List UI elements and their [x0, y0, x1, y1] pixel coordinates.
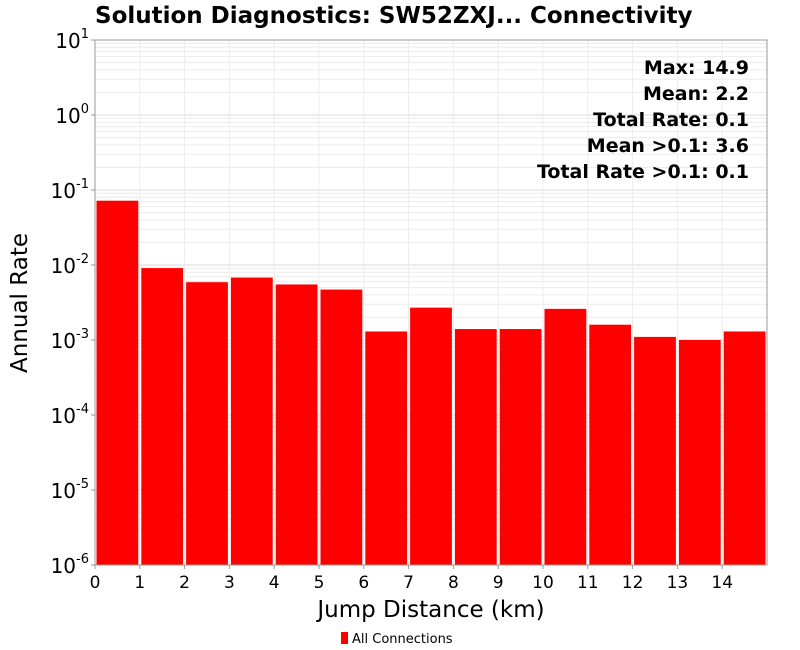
bar-1 — [141, 268, 184, 565]
x-tick-label: 6 — [358, 573, 369, 593]
bar-8 — [454, 329, 497, 565]
x-tick-label: 7 — [403, 573, 414, 593]
x-tick-label: 0 — [90, 573, 101, 593]
plot-frame — [94, 39, 768, 566]
stat-line: Total Rate: 0.1 — [593, 109, 749, 131]
bar-3 — [230, 277, 273, 565]
legend-swatch — [341, 632, 348, 644]
bars — [96, 200, 766, 565]
x-tick-label: 1 — [134, 573, 145, 593]
x-tick-label: 12 — [622, 573, 644, 593]
x-tick-label: 5 — [314, 573, 325, 593]
y-tick-label: 10-1 — [51, 177, 89, 203]
x-axis-ticks: 0 1 2 3 4 5 6 7 8 9 10 11 12 13 14 — [90, 565, 733, 593]
bar-6 — [365, 331, 408, 565]
x-tick-label: 14 — [711, 573, 733, 593]
x-tick-label: 3 — [224, 573, 235, 593]
chart-title: Solution Diagnostics: SW52ZXJ... Connect… — [95, 3, 692, 29]
bar-14 — [723, 331, 766, 565]
y-tick-label: 100 — [55, 102, 89, 128]
x-axis-label: Jump Distance (km) — [315, 597, 544, 623]
legend: All Connections — [341, 632, 453, 647]
stat-line: Max: 14.9 — [644, 57, 749, 79]
x-tick-label: 9 — [493, 573, 504, 593]
y-tick-label: 10-4 — [51, 402, 89, 428]
x-tick-label: 13 — [667, 573, 689, 593]
bar-12 — [634, 336, 676, 565]
bar-2 — [186, 282, 228, 565]
bar-11 — [589, 324, 632, 565]
legend-label: All Connections — [352, 632, 453, 647]
bar-4 — [275, 284, 318, 565]
stats-annotation: Max: 14.9 Mean: 2.2 Total Rate: 0.1 Mean >0… — [537, 57, 749, 183]
y-axis-label: Annual Rate — [7, 233, 33, 373]
y-tick-label: 10-5 — [51, 477, 89, 503]
stat-line: Mean >0.1: 3.6 — [587, 135, 749, 157]
y-tick-label: 10-6 — [51, 552, 89, 578]
x-tick-label: 8 — [448, 573, 459, 593]
stat-line: Mean: 2.2 — [643, 83, 749, 105]
bar-9 — [499, 329, 542, 565]
y-tick-label: 10-3 — [51, 327, 89, 353]
y-tick-label: 10-2 — [51, 252, 89, 278]
y-tick-label: 101 — [55, 27, 89, 53]
x-tick-label: 11 — [577, 573, 599, 593]
bar-5 — [320, 289, 363, 565]
stat-line: Total Rate >0.1: 0.1 — [537, 161, 749, 183]
bar-7 — [410, 307, 452, 565]
bar-0 — [96, 200, 139, 565]
bar-13 — [678, 340, 721, 565]
bar-10 — [544, 308, 587, 565]
x-tick-label: 4 — [269, 573, 280, 593]
x-tick-label: 2 — [179, 573, 190, 593]
x-tick-label: 10 — [532, 573, 554, 593]
y-axis-ticks: 101 100 10-1 10-2 10-3 10-4 10-5 10-6 — [51, 27, 95, 578]
